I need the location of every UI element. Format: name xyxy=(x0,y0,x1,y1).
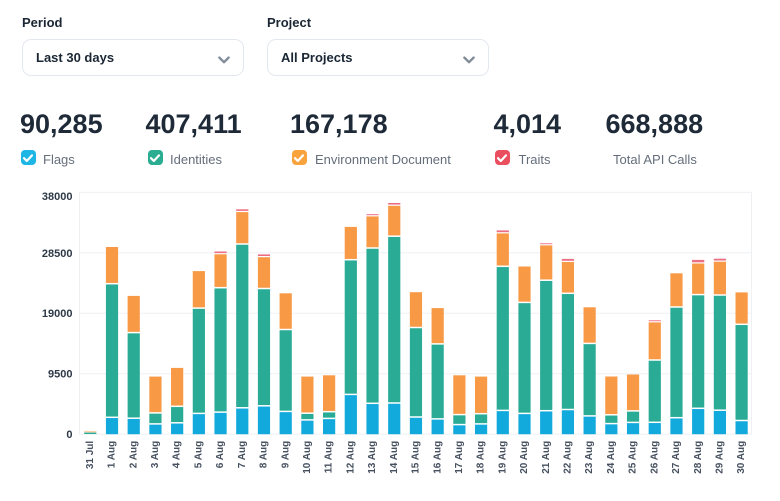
svg-text:21 Aug: 21 Aug xyxy=(541,441,552,474)
svg-text:25 Aug: 25 Aug xyxy=(628,441,639,474)
svg-text:28500: 28500 xyxy=(42,248,73,260)
svg-text:9500: 9500 xyxy=(48,369,72,381)
svg-text:13 Aug: 13 Aug xyxy=(367,441,378,474)
svg-text:9 Aug: 9 Aug xyxy=(280,441,291,468)
svg-text:27 Aug: 27 Aug xyxy=(671,441,682,474)
svg-text:18 Aug: 18 Aug xyxy=(476,441,487,474)
svg-text:2 Aug: 2 Aug xyxy=(128,441,139,468)
svg-text:30 Aug: 30 Aug xyxy=(736,441,747,474)
svg-text:10 Aug: 10 Aug xyxy=(302,441,313,474)
svg-text:15 Aug: 15 Aug xyxy=(411,441,422,474)
svg-text:23 Aug: 23 Aug xyxy=(584,441,595,474)
svg-text:4 Aug: 4 Aug xyxy=(172,441,183,468)
svg-text:28 Aug: 28 Aug xyxy=(693,441,704,474)
svg-text:0: 0 xyxy=(66,429,72,441)
svg-text:3 Aug: 3 Aug xyxy=(150,441,161,468)
svg-text:6 Aug: 6 Aug xyxy=(215,441,226,468)
svg-text:20 Aug: 20 Aug xyxy=(519,441,530,474)
svg-text:26 Aug: 26 Aug xyxy=(649,441,660,474)
svg-text:24 Aug: 24 Aug xyxy=(606,441,617,474)
svg-text:11 Aug: 11 Aug xyxy=(324,441,335,473)
svg-text:19 Aug: 19 Aug xyxy=(497,441,508,474)
svg-text:17 Aug: 17 Aug xyxy=(454,441,465,474)
svg-text:22 Aug: 22 Aug xyxy=(563,441,574,474)
svg-text:1 Aug: 1 Aug xyxy=(107,441,118,468)
svg-text:14 Aug: 14 Aug xyxy=(389,441,400,474)
svg-text:29 Aug: 29 Aug xyxy=(715,441,726,474)
svg-text:7 Aug: 7 Aug xyxy=(237,441,248,468)
svg-text:16 Aug: 16 Aug xyxy=(432,441,443,474)
svg-text:38000: 38000 xyxy=(42,191,73,203)
svg-text:12 Aug: 12 Aug xyxy=(345,441,356,474)
svg-text:19000: 19000 xyxy=(42,308,73,320)
svg-text:5 Aug: 5 Aug xyxy=(194,441,205,468)
svg-text:31 Jul: 31 Jul xyxy=(85,441,96,470)
svg-text:8 Aug: 8 Aug xyxy=(259,441,270,468)
